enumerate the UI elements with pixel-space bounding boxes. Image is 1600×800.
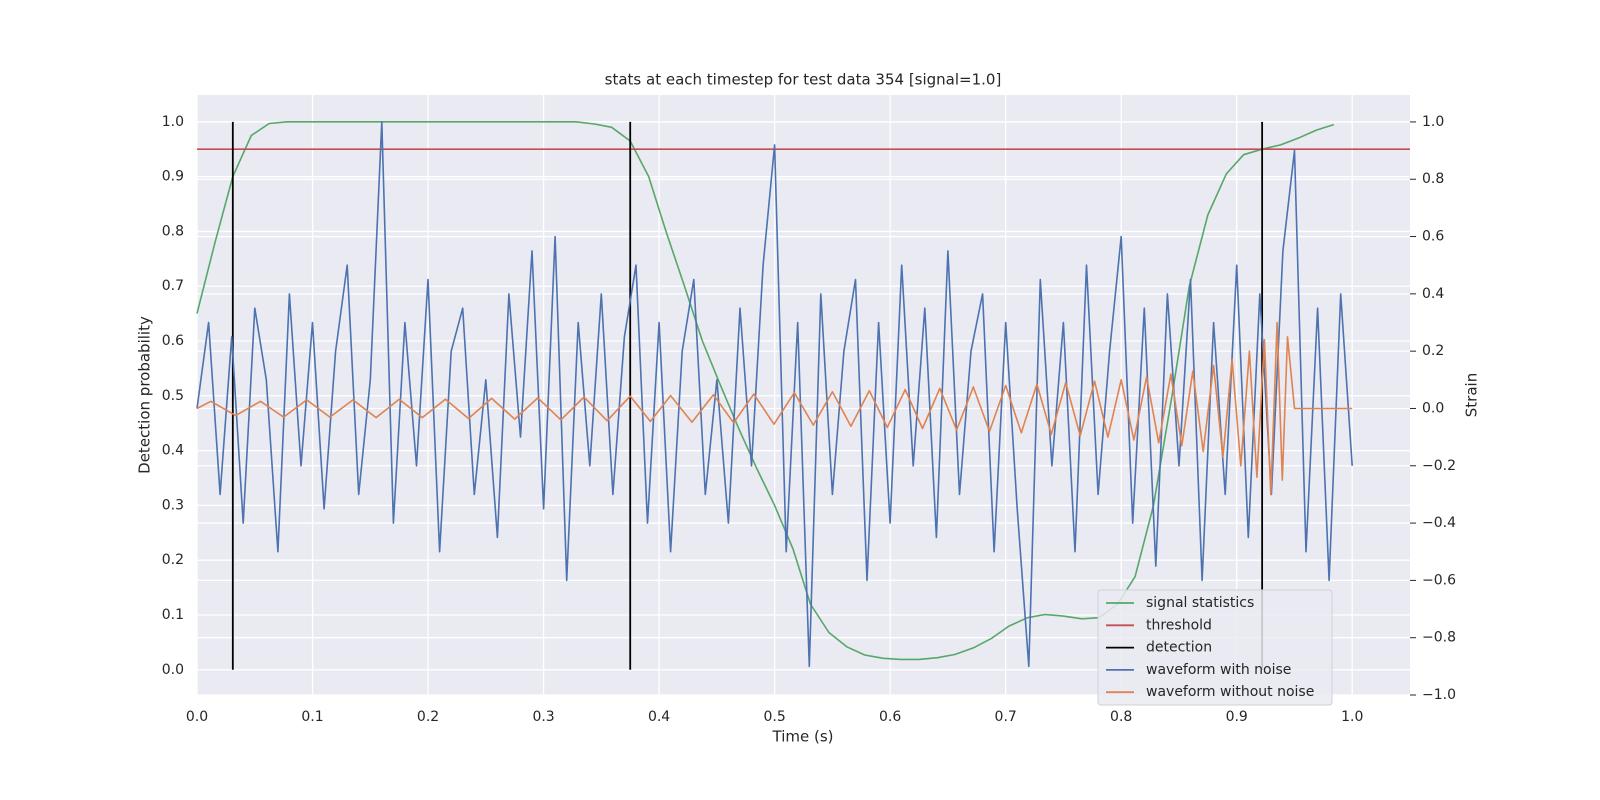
x-tick-label: 1.0 (1341, 709, 1363, 725)
x-tick-label: 0.9 (1226, 709, 1248, 725)
legend-label: threshold (1146, 617, 1212, 633)
series-line (196, 121, 1353, 668)
y2-tick-label: 0.6 (1422, 229, 1444, 245)
legend-label: waveform without noise (1146, 684, 1314, 700)
y2-tick-label: 0.0 (1422, 400, 1444, 416)
legend-label: waveform with noise (1146, 662, 1291, 678)
y-tick-label: 0.1 (162, 607, 184, 623)
legend-label: signal statistics (1146, 595, 1254, 611)
y2-tick-label: −0.2 (1422, 458, 1456, 474)
y-tick-label: 0.6 (162, 333, 184, 349)
y2-tick-label: −0.6 (1422, 572, 1456, 588)
x-tick-label: 0.4 (648, 709, 670, 725)
y-tick-label: 0.8 (162, 223, 184, 239)
y2-tick-label: −1.0 (1422, 687, 1456, 703)
y2-tick-label: 0.2 (1422, 343, 1444, 359)
chart-title: stats at each timestep for test data 354… (605, 71, 1002, 89)
x-tick-label: 0.1 (301, 709, 323, 725)
y2-tick-label: −0.8 (1422, 630, 1456, 646)
y-tick-label: 0.9 (162, 169, 184, 185)
legend-label: detection (1146, 640, 1212, 656)
x-tick-label: 0.6 (879, 709, 901, 725)
x-tick-label: 0.3 (532, 709, 554, 725)
x-axis-label: Time (s) (772, 728, 834, 746)
y-tick-label: 1.0 (162, 114, 184, 130)
y2-tick-label: −0.4 (1422, 515, 1456, 531)
y2-tick-label: 0.8 (1422, 171, 1444, 187)
x-tick-label: 0.7 (995, 709, 1017, 725)
y-tick-label: 0.4 (162, 443, 184, 459)
x-tick-label: 0.5 (763, 709, 785, 725)
series-line (196, 321, 1353, 496)
x-tick-label: 0.0 (186, 709, 208, 725)
y2-axis-label: Strain (1463, 373, 1481, 417)
x-tick-label: 0.8 (1110, 709, 1132, 725)
y-tick-label: 0.5 (162, 388, 184, 404)
y2-tick-label: 0.4 (1422, 286, 1444, 302)
y-tick-label: 0.7 (162, 278, 184, 294)
y-axis-label: Detection probability (136, 316, 154, 474)
x-tick-label: 0.2 (417, 709, 439, 725)
y2-tick-label: 1.0 (1422, 114, 1444, 130)
legend-box (1097, 589, 1333, 706)
y-tick-label: 0.0 (162, 662, 184, 678)
legend: signal statistics threshold detection wavef… (1097, 589, 1333, 706)
y-tick-label: 0.3 (162, 497, 184, 513)
y-tick-label: 0.2 (162, 552, 184, 568)
